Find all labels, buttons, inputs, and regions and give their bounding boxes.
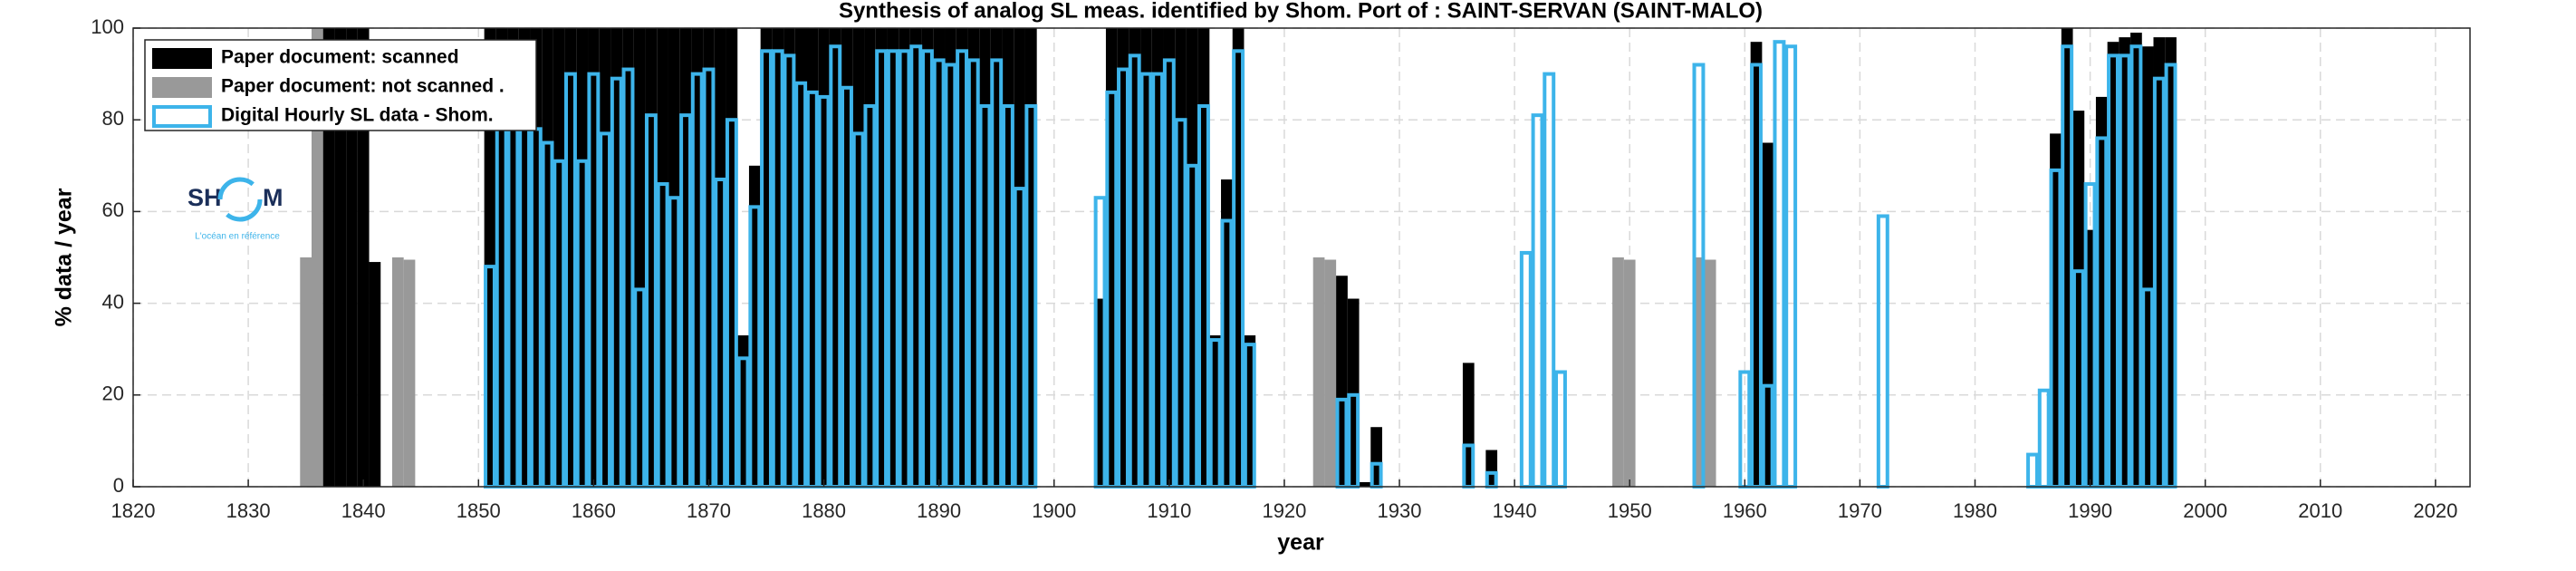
bar [1623,259,1636,487]
bar [300,257,312,487]
bar [322,28,335,487]
x-tick-label: 1820 [111,499,156,522]
legend-swatch [152,105,212,128]
logo-tagline: L'océan en référence [195,232,280,242]
legend-label: Paper document: not scanned . [221,76,505,97]
y-tick-label: 60 [102,198,124,221]
plot-frame [132,27,2471,488]
bar [1324,259,1337,487]
y-tick-label: 80 [102,107,124,130]
bars [300,28,2177,489]
y-tick-label: 100 [91,15,124,38]
x-tick-label: 1920 [1262,499,1306,522]
x-tick-label: 1960 [1723,499,1767,522]
x-tick-label: 1900 [1032,499,1076,522]
x-tick-label: 1860 [572,499,616,522]
logo-text: SH [187,184,222,211]
bar [311,28,323,487]
legend-swatch [152,48,212,69]
legend-swatch [152,77,212,98]
x-tick-label: 1910 [1147,499,1191,522]
bar [1312,257,1325,487]
x-tick-label: 2020 [2413,499,2457,522]
logo-ring [217,177,263,222]
logo-text: M [263,184,284,211]
x-tick-label: 1950 [1608,499,1652,522]
y-tick-label: 20 [102,382,124,405]
x-tick-label: 1870 [687,499,731,522]
legend: Paper document: scanned Paper document: n… [144,39,537,131]
x-tick-label: 1830 [226,499,271,522]
legend-label: Paper document: scanned [221,47,459,68]
x-axis-label: year [1277,530,1324,556]
axes: 1820 1830 1840 1850 1860 1870 1880 1890 1900 1910… [91,15,2471,522]
logo: SH M L'océan en référence [187,177,284,242]
y-tick-label: 0 [113,474,124,497]
bar [357,28,370,487]
bar [1359,481,1371,487]
x-tick-label: 1840 [341,499,386,522]
x-tick-label: 2000 [2183,499,2227,522]
bar [1612,257,1624,487]
chart-title: Synthesis of analog SL meas. identified … [839,0,1763,23]
bar [403,259,416,487]
y-axis-label: % data / year [52,188,77,326]
x-tick-label: 1980 [1953,499,1997,522]
y-tick-label: 40 [102,290,124,313]
bar [369,262,381,487]
x-tick-label: 1940 [1493,499,1537,522]
x-tick-label: 1930 [1378,499,1422,522]
legend-label: Digital Hourly SL data - Shom. [221,105,494,126]
x-tick-label: 1970 [1838,499,1882,522]
bar [1704,259,1716,487]
bar [346,28,358,487]
x-tick-label: 1850 [457,499,501,522]
x-tick-label: 1990 [2068,499,2112,522]
x-tick-label: 2010 [2298,499,2342,522]
bar [391,257,404,487]
bar [334,28,347,487]
x-tick-label: 1890 [917,499,961,522]
x-tick-label: 1880 [802,499,846,522]
